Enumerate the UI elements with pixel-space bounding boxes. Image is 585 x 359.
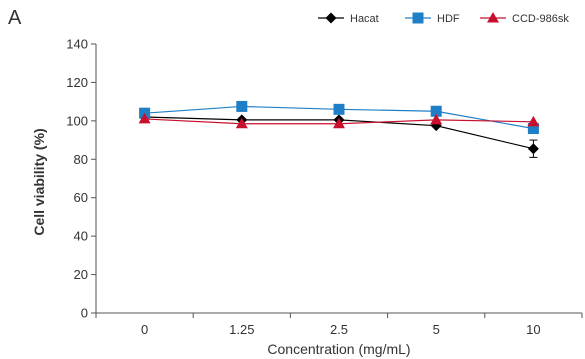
data-point bbox=[235, 117, 248, 129]
series-CCD-986sk bbox=[138, 112, 540, 129]
series-layer bbox=[138, 100, 540, 158]
legend: Hacat HDF CCD-986sk bbox=[318, 12, 569, 25]
x-tick-label: 1.25 bbox=[229, 322, 254, 337]
y-tick-label: 60 bbox=[74, 190, 88, 205]
y-tick-label: 80 bbox=[74, 152, 88, 167]
data-point bbox=[430, 105, 442, 117]
x-tick-label: 5 bbox=[433, 322, 440, 337]
data-point bbox=[236, 100, 248, 112]
x-tick-label: 0 bbox=[141, 322, 148, 337]
data-point bbox=[430, 113, 443, 125]
data-point bbox=[527, 143, 539, 155]
legend-label: CCD-986sk bbox=[512, 13, 569, 25]
legend-item: CCD-986sk bbox=[480, 12, 569, 25]
axes: 0 20 40 60 80 100 120 140 0 1.25 2.5 5 10 bbox=[66, 37, 583, 337]
data-point bbox=[333, 117, 345, 129]
y-axis-title: Cell viability (%) bbox=[31, 128, 47, 235]
panel-label: A bbox=[8, 7, 22, 29]
x-axis-title: Concentration (mg/mL) bbox=[267, 341, 410, 357]
data-point bbox=[527, 123, 539, 135]
y-tick-label: 100 bbox=[66, 113, 88, 128]
legend-marker bbox=[325, 12, 337, 24]
data-point bbox=[527, 115, 540, 127]
legend-item: HDF bbox=[405, 12, 460, 25]
legend-marker bbox=[412, 12, 424, 24]
legend-item: Hacat bbox=[318, 12, 379, 25]
data-point bbox=[138, 112, 151, 124]
y-tick-label: 0 bbox=[81, 306, 88, 321]
x-tick-label: 2.5 bbox=[330, 322, 348, 337]
y-tick-label: 40 bbox=[74, 229, 88, 244]
y-tick-label: 20 bbox=[74, 267, 88, 282]
y-tick-label: 140 bbox=[66, 37, 88, 52]
legend-label: HDF bbox=[437, 13, 460, 25]
y-tick-label: 120 bbox=[66, 75, 88, 90]
data-point bbox=[333, 103, 345, 115]
legend-marker bbox=[487, 12, 499, 23]
legend-label: Hacat bbox=[350, 13, 379, 25]
x-tick-label: 10 bbox=[526, 322, 540, 337]
